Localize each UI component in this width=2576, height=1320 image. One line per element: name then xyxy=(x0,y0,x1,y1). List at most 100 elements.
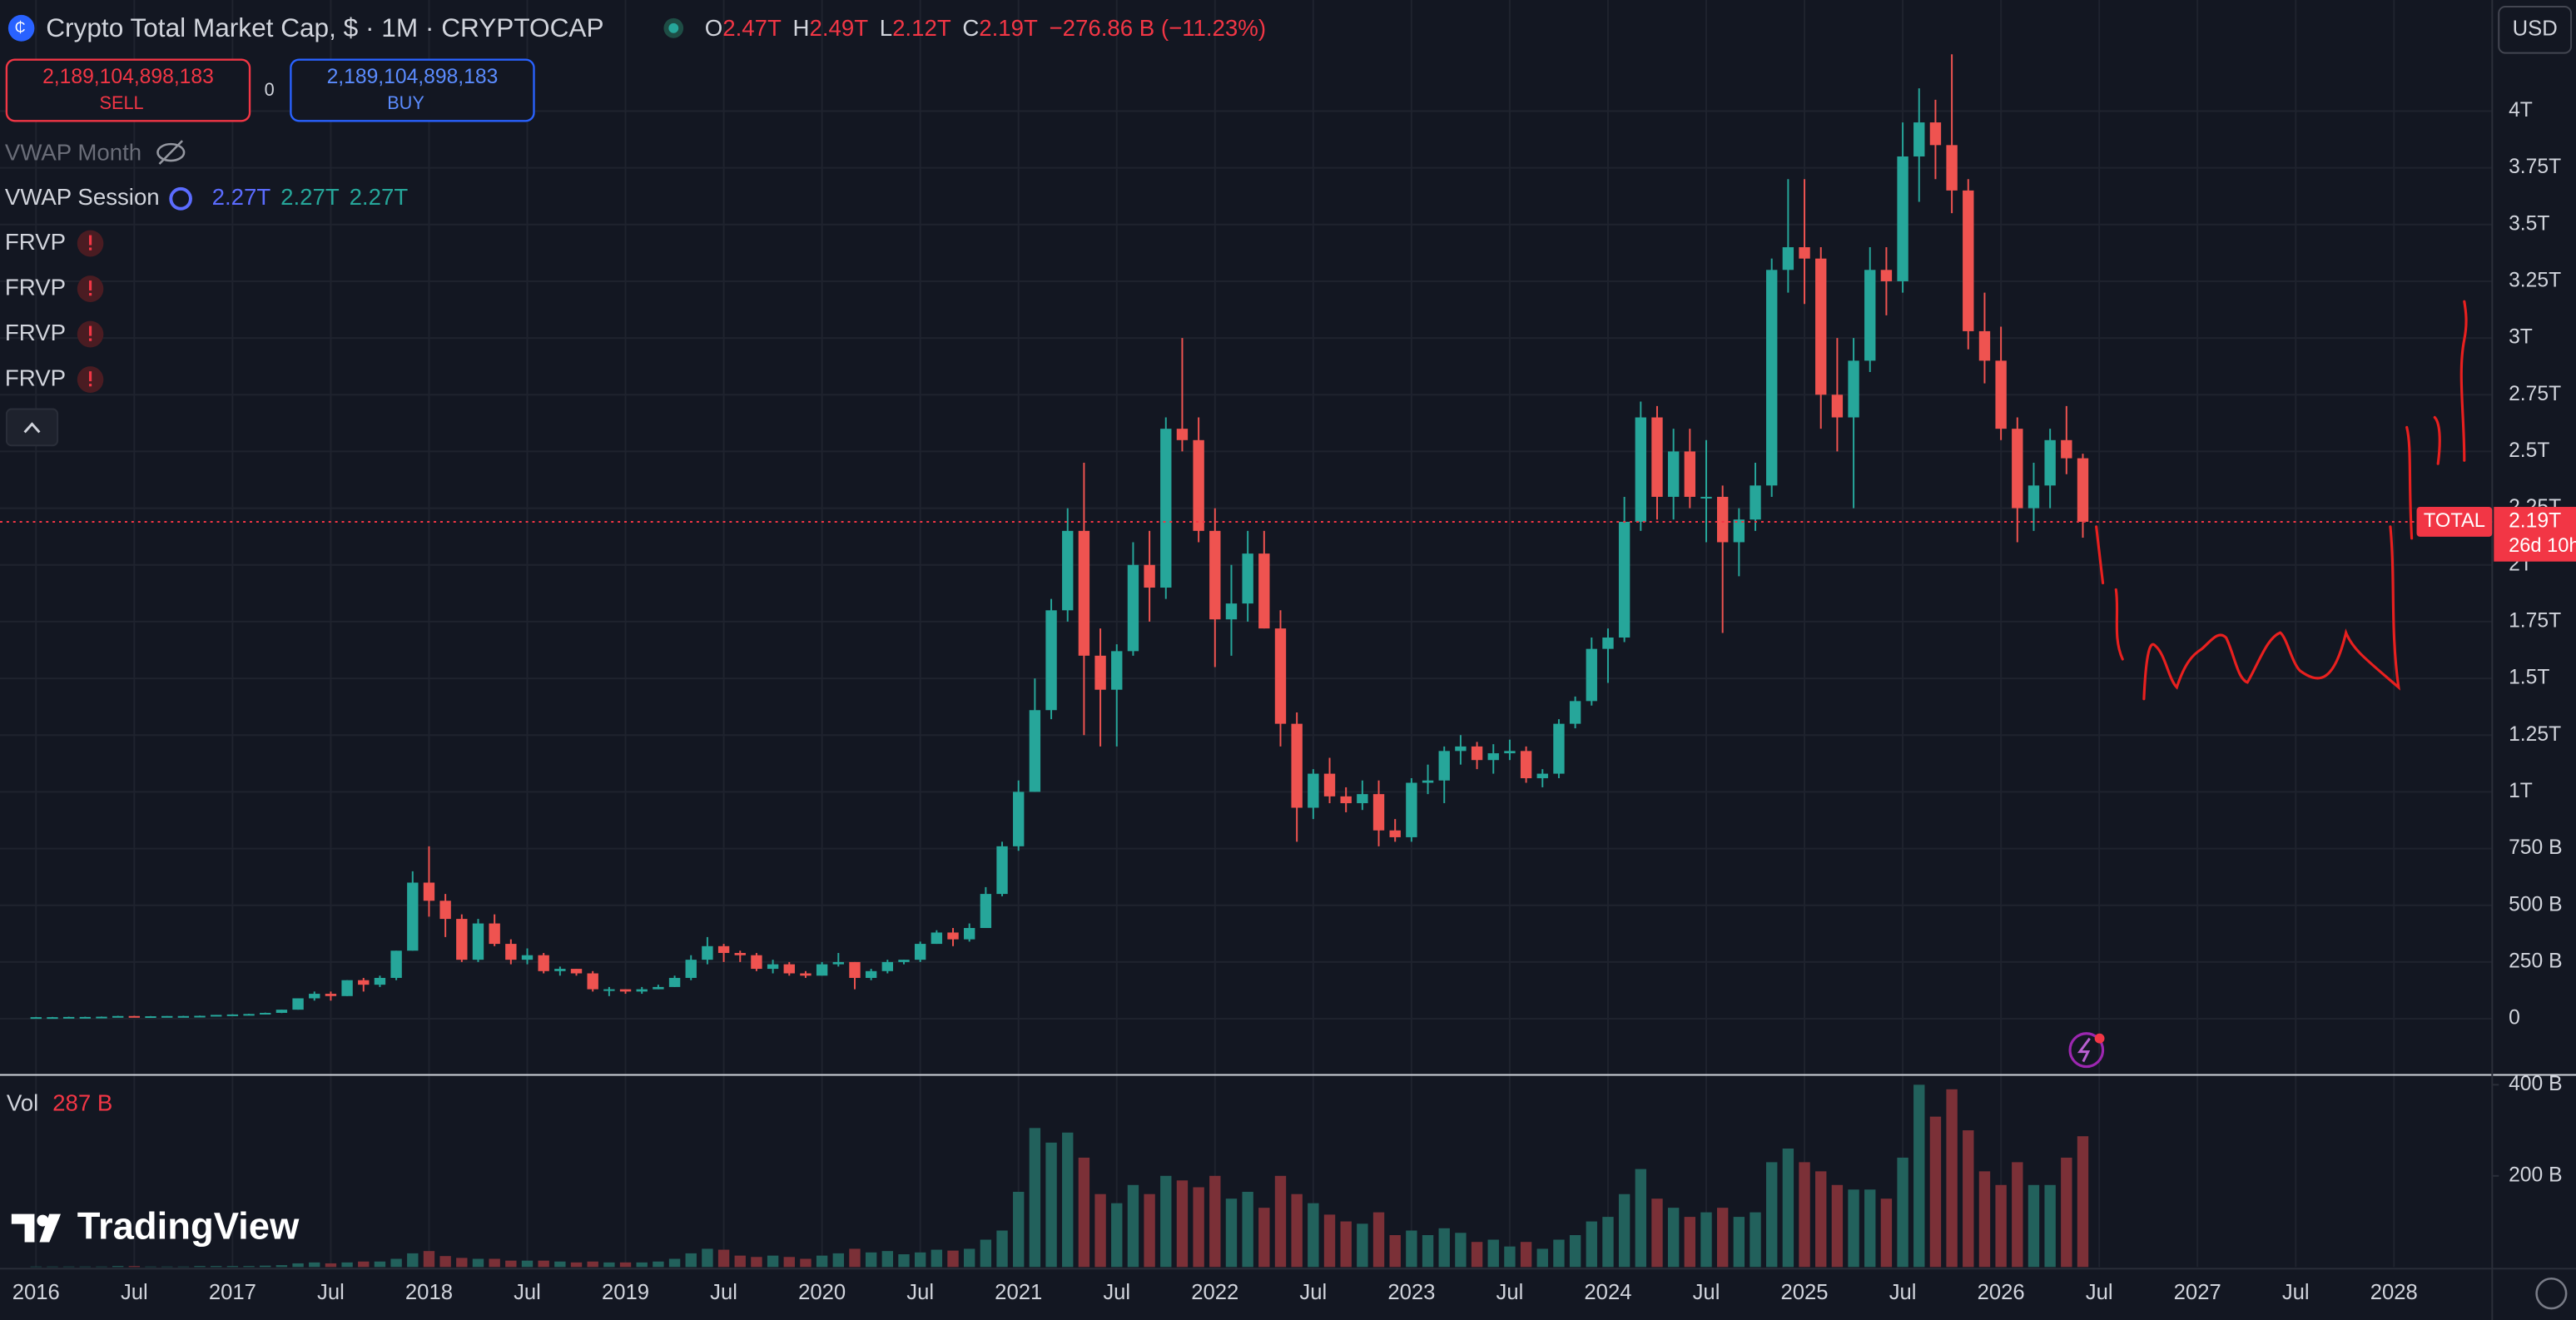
buy-box[interactable] xyxy=(290,58,535,122)
volume-bar xyxy=(243,1266,255,1268)
indicator-name[interactable]: FRVP xyxy=(5,320,66,345)
x-tick-label: 2022 xyxy=(1191,1281,1238,1304)
change: −276.86 B (−11.23%) xyxy=(1050,15,1267,41)
candle-body xyxy=(1913,122,1925,156)
buy-label[interactable]: BUY xyxy=(387,92,424,113)
candle-body xyxy=(128,1015,141,1018)
volume-bar xyxy=(1946,1089,1958,1268)
candle-body xyxy=(309,994,320,999)
candle-body xyxy=(751,955,762,970)
indicator-value: 2.27T xyxy=(280,184,340,210)
candle-body xyxy=(1258,553,1270,629)
candle-body xyxy=(1995,360,2007,429)
settings-icon[interactable] xyxy=(2535,1277,2568,1310)
sell-button[interactable]: 2,189,104,898,183 SELL xyxy=(5,58,251,122)
indicator-name[interactable]: FRVP xyxy=(5,274,66,300)
candle-body xyxy=(1782,247,1794,270)
chevron[interactable] xyxy=(23,422,41,434)
volume-bar xyxy=(538,1260,549,1268)
volume-bar xyxy=(1308,1203,1319,1268)
sell-price[interactable]: 2,189,104,898,183 xyxy=(42,66,214,88)
volume-bar xyxy=(1733,1217,1745,1268)
volume-bar xyxy=(472,1258,484,1268)
candle-body xyxy=(1684,451,1696,497)
x-tick-label: Jul xyxy=(1693,1281,1720,1304)
volume-bar xyxy=(358,1261,370,1268)
candle-body xyxy=(1602,638,1614,649)
indicator-values: 2.27T 2.27T 2.27T xyxy=(212,184,409,210)
candle-body xyxy=(211,1015,222,1017)
candle-body xyxy=(145,1016,156,1019)
volume-bar xyxy=(1144,1193,1155,1268)
y-tick-label: 500 B xyxy=(2509,893,2562,916)
volume-bar xyxy=(1520,1242,1532,1268)
candle-body xyxy=(1127,564,1139,652)
indicator-name[interactable]: FRVP xyxy=(5,229,66,255)
eye-icon[interactable] xyxy=(156,142,186,162)
brand-logo-dot xyxy=(37,1214,49,1227)
error-mark xyxy=(88,338,92,341)
buy-button[interactable]: 2,189,104,898,183 BUY xyxy=(290,58,535,122)
volume-bar xyxy=(1684,1217,1696,1268)
candle-body xyxy=(161,1015,173,1018)
x-tick-label: Jul xyxy=(317,1281,345,1304)
volume-bar xyxy=(783,1257,795,1268)
candle-body xyxy=(1013,792,1025,846)
candle-body xyxy=(800,973,812,976)
volume-bar xyxy=(1897,1157,1908,1268)
candle-body xyxy=(1897,156,1908,281)
x-tick-label: 2017 xyxy=(209,1281,256,1304)
y-tick-label: 1.5T xyxy=(2509,667,2549,689)
hidden-icon[interactable] xyxy=(156,140,186,165)
volume-bar xyxy=(1831,1184,1844,1268)
volume-bar xyxy=(1586,1221,1597,1268)
alert-bolt[interactable] xyxy=(2077,1037,2091,1063)
volume-bar xyxy=(309,1262,320,1268)
volume-bar xyxy=(653,1261,664,1268)
volume-bar xyxy=(751,1257,762,1268)
currency-button[interactable]: USD xyxy=(2498,5,2573,54)
candle-body xyxy=(1144,564,1155,588)
candle-body xyxy=(1422,780,1434,783)
eye-slash[interactable] xyxy=(158,140,184,165)
volume-bar xyxy=(800,1258,812,1268)
volume-bar xyxy=(1487,1239,1499,1268)
indicator-name[interactable]: VWAP Month xyxy=(5,139,141,165)
candle-body xyxy=(1357,794,1368,804)
indicator-name[interactable]: VWAP Session xyxy=(5,184,160,210)
collapse-box[interactable] xyxy=(5,408,59,447)
candle-body xyxy=(1193,439,1204,531)
volume-bar xyxy=(1323,1214,1336,1268)
price-tag-countdown: 26d 10h xyxy=(2509,534,2576,557)
candle-body xyxy=(1978,330,1991,361)
volume-bar xyxy=(636,1262,648,1268)
indicator-name[interactable]: FRVP xyxy=(5,365,66,390)
volume-bar xyxy=(1406,1230,1417,1268)
currency[interactable]: USD xyxy=(2513,17,2558,41)
candle-body xyxy=(407,882,419,951)
candle-body xyxy=(1471,746,1483,761)
volume-bar xyxy=(489,1258,500,1268)
sell-label[interactable]: SELL xyxy=(100,92,144,113)
volume-bar xyxy=(1553,1239,1565,1268)
candle-body xyxy=(47,1017,58,1020)
sell-box[interactable] xyxy=(5,58,251,122)
buy-price[interactable]: 2,189,104,898,183 xyxy=(327,66,499,88)
volume-bar xyxy=(1160,1175,1172,1268)
volume-bar xyxy=(1635,1169,1646,1268)
candle-body xyxy=(1553,723,1565,774)
candle-body xyxy=(947,932,959,940)
collapse-button[interactable] xyxy=(5,408,59,447)
candle-body xyxy=(1504,751,1516,754)
candle-body xyxy=(1455,746,1467,752)
volume-bar xyxy=(2077,1136,2089,1268)
volume-bar xyxy=(2044,1184,2056,1268)
volume-bar xyxy=(1995,1184,2007,1268)
candle-body xyxy=(1864,270,1876,361)
candle-body xyxy=(1569,701,1581,724)
volume-bar xyxy=(964,1248,975,1268)
alert-icon[interactable] xyxy=(2068,1032,2105,1069)
currency-box[interactable] xyxy=(2498,5,2573,54)
